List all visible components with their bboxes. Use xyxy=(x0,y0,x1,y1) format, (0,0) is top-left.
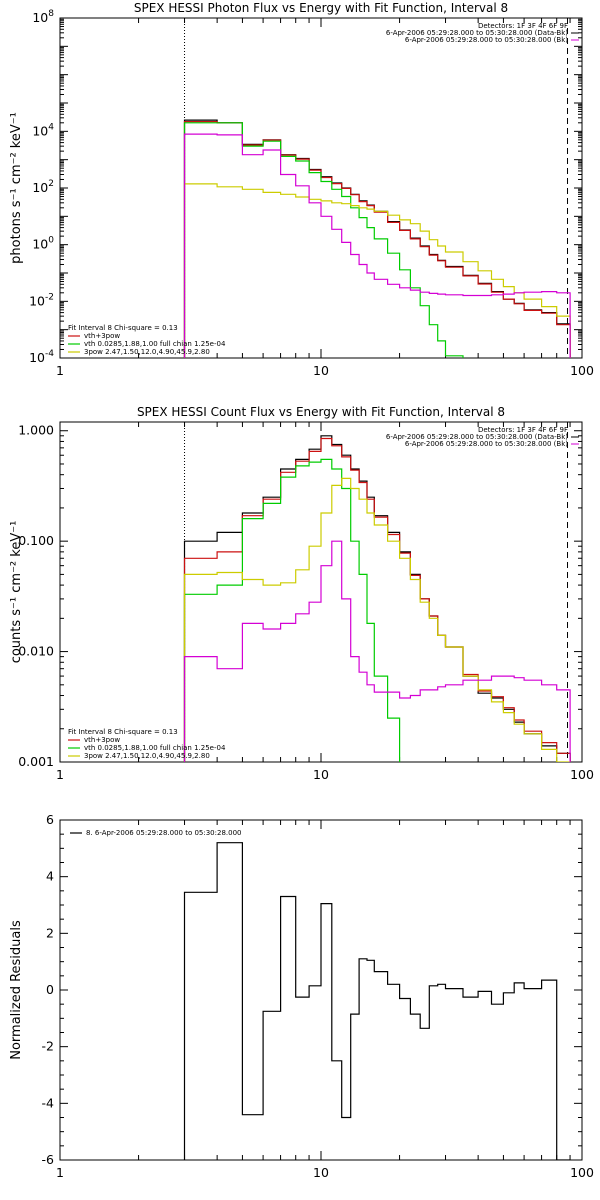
chart-panel-2: SPEX HESSI Count Flux vs Energy with Fit… xyxy=(9,405,594,782)
info-line: 6-Apr-2006 05:29:28.000 to 05:30:28.000 … xyxy=(405,36,568,44)
legend-entry: 3pow 2.47,1.50,12.0,4.90,45.9,2.80 xyxy=(84,752,210,760)
legend-entry: 3pow 2.47,1.50,12.0,4.90,45.9,2.80 xyxy=(84,348,210,356)
legend-entry: vth+3pow xyxy=(84,736,120,744)
y-tick-label: 0 xyxy=(46,982,54,997)
y-tick-label: 102 xyxy=(32,179,54,195)
info-line: Detectors: 1F 3F 4F 6F 9F xyxy=(478,426,568,434)
y-tick-label: -6 xyxy=(42,1152,55,1167)
x-tick-label: 10 xyxy=(313,363,329,378)
chart-panel-3: Normalized Residuals 1 10 100 -6 -4 -2 0 2 4 6 8. 6… xyxy=(9,812,594,1180)
chart-title: SPEX HESSI Count Flux vs Energy with Fit… xyxy=(137,405,505,419)
y-tick-label: -2 xyxy=(42,1039,54,1054)
series-black xyxy=(183,435,571,762)
info-line: Detectors: 1F 3F 4F 6F 9F xyxy=(478,22,568,30)
x-tick-label: 10 xyxy=(313,767,329,782)
y-tick-label: 104 xyxy=(32,122,54,138)
y-tick-label: 0.010 xyxy=(18,644,54,659)
x-tick-label: 100 xyxy=(570,363,594,378)
info-line: 6-Apr-2006 05:29:28.000 to 05:30:28.000 … xyxy=(386,433,568,441)
legend-entry: vth 0.0285,1.88,1.00 full chian 1.25e-04 xyxy=(84,744,226,752)
x-tick-label: 10 xyxy=(313,1165,329,1180)
series-black xyxy=(183,119,571,358)
y-tick-label: 10-2 xyxy=(29,292,54,308)
series-yellow xyxy=(183,183,571,358)
legend-entry: vth+3pow xyxy=(84,332,120,340)
x-tick-label: 1 xyxy=(56,1165,64,1180)
x-tick-label: 1 xyxy=(56,767,64,782)
x-tick-label: 100 xyxy=(570,767,594,782)
y-tick-label: 100 xyxy=(32,236,54,252)
y-tick-label: -4 xyxy=(42,1095,55,1110)
y-axis-label: Normalized Residuals xyxy=(9,920,24,1060)
info-line: 6-Apr-2006 05:29:28.000 to 05:30:28.000 … xyxy=(405,440,568,448)
x-tick-label: 100 xyxy=(570,1165,594,1180)
y-tick-label: 0.100 xyxy=(18,533,54,548)
plot-frame xyxy=(59,819,583,1161)
legend-entry: 8. 6-Apr-2006 05:29:28.000 to 05:30:28.0… xyxy=(86,829,241,837)
y-tick-label: 4 xyxy=(46,869,54,884)
legend-header: Fit Interval 8 Chi-square = 0.13 xyxy=(68,324,178,332)
series-red xyxy=(183,437,571,762)
y-axis-label: photons s⁻¹ cm⁻² keV⁻¹ xyxy=(9,112,24,264)
x-tick-label: 1 xyxy=(56,363,64,378)
legend-entry: vth 0.0285,1.88,1.00 full chian 1.25e-04 xyxy=(84,340,226,348)
y-tick-label: 0.001 xyxy=(18,754,54,769)
legend-header: Fit Interval 8 Chi-square = 0.13 xyxy=(68,728,178,736)
y-tick-label: 2 xyxy=(46,925,54,940)
series-magenta xyxy=(183,133,571,358)
y-tick-label: 10-4 xyxy=(29,349,54,365)
series-green xyxy=(183,458,401,762)
y-axis-label: counts s⁻¹ cm⁻² keV⁻¹ xyxy=(9,521,24,664)
info-line: 6-Apr-2006 05:29:28.000 to 05:30:28.000 … xyxy=(386,29,568,37)
chart-panel-1: SPEX HESSI Photon Flux vs Energy with Fi… xyxy=(9,1,594,378)
y-tick-label: 6 xyxy=(46,812,54,827)
chart-title: SPEX HESSI Photon Flux vs Energy with Fi… xyxy=(134,1,508,15)
plot-frame xyxy=(59,17,583,359)
series-red xyxy=(183,121,571,358)
y-tick-label: 1.000 xyxy=(18,423,54,438)
y-tick-label: 108 xyxy=(32,9,54,25)
series-yellow xyxy=(183,477,571,762)
series-green xyxy=(183,122,464,358)
series-magenta xyxy=(183,540,571,762)
series-black xyxy=(183,842,571,1160)
